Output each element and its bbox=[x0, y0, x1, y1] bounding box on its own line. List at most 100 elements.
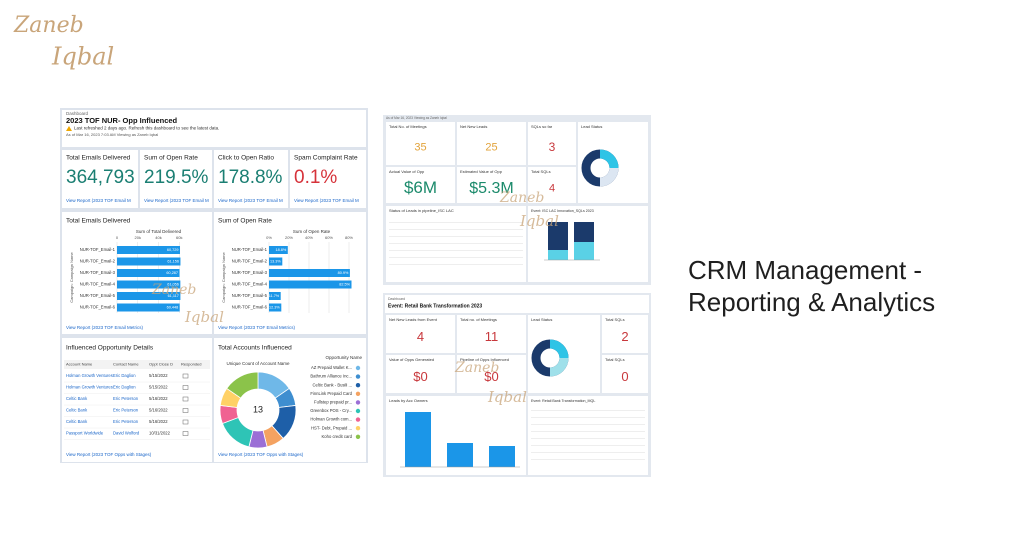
tile-label: Value of Opps Generated bbox=[389, 357, 434, 362]
row-divider bbox=[389, 222, 523, 223]
metric-tile bbox=[386, 355, 455, 393]
table-cell[interactable]: Holman Growth Ventures bbox=[66, 373, 113, 378]
column-header: Account Name bbox=[66, 362, 93, 367]
table-card bbox=[62, 338, 212, 462]
responded-icon bbox=[182, 385, 189, 390]
tile-label: Total SQLs bbox=[531, 169, 551, 174]
bar bbox=[269, 303, 282, 312]
logo-text: Iqbal bbox=[51, 43, 114, 71]
x-tick-label: 0% bbox=[266, 235, 272, 240]
report-link[interactable]: View Report (2023 TOF Email Metrics) bbox=[218, 325, 296, 330]
row-divider bbox=[531, 445, 645, 446]
data-label: 61,056 bbox=[167, 283, 179, 287]
table-cell[interactable]: Eric Peterson bbox=[113, 396, 139, 401]
bar bbox=[269, 280, 352, 289]
category-label: NUR-TOF_Email-1 bbox=[80, 247, 116, 252]
as-of: As of Mar 16, 2023 Viewing as Zaneb Iqba… bbox=[386, 116, 447, 120]
legend-title: Opportunity Name bbox=[325, 355, 362, 360]
metric-tile bbox=[386, 167, 455, 203]
bar bbox=[117, 246, 181, 254]
tile-label: Net New Leads from Event bbox=[389, 317, 438, 322]
metric-tile bbox=[528, 122, 576, 165]
donut-arc bbox=[549, 357, 569, 377]
dashboard-header bbox=[62, 110, 366, 147]
row-divider bbox=[389, 229, 523, 230]
table-cell[interactable]: David Wolford bbox=[113, 431, 140, 436]
category-label: NUR-TOF_Email-3 bbox=[80, 270, 116, 275]
data-label: 12.3% bbox=[269, 306, 280, 310]
report-link[interactable]: View Report (2023 TOF Email M bbox=[294, 198, 359, 203]
watermark: Iqbal bbox=[487, 388, 527, 406]
table-cell: 5/16/2022 bbox=[149, 408, 168, 413]
headline: CRM Management - bbox=[688, 255, 922, 285]
report-link[interactable]: View Report (2023 TOF Email M bbox=[66, 198, 131, 203]
metric-tile bbox=[457, 167, 526, 203]
watermark: Zaneb bbox=[499, 190, 544, 206]
category-label: NUR-TOF_Email-4 bbox=[232, 282, 268, 287]
data-label: 11.7% bbox=[269, 294, 280, 298]
legend-swatch bbox=[355, 365, 361, 371]
table-cell[interactable]: Celtic Bank bbox=[66, 396, 88, 401]
table-cell[interactable]: Passport Worldwide bbox=[66, 431, 104, 436]
metric-label: Sum of Open Rate bbox=[144, 155, 198, 162]
stacked-segment bbox=[574, 242, 594, 260]
column-header: Responded bbox=[181, 362, 201, 367]
metric-label: Click to Open Ratio bbox=[218, 155, 274, 162]
legend-label: FinnLink Prepaid Card bbox=[310, 391, 352, 396]
tile-value: 2 bbox=[621, 329, 628, 344]
donut-arc bbox=[599, 167, 619, 187]
panel-title: Lead Status bbox=[531, 317, 552, 322]
bar bbox=[117, 303, 180, 312]
report-link[interactable]: View Report (2023 TOF Opps with Stages) bbox=[66, 452, 152, 457]
dashboard-title: 2023 TOF NUR- Opp Influenced bbox=[66, 116, 178, 125]
donut-arc bbox=[549, 339, 569, 359]
bar-shape bbox=[405, 412, 431, 467]
metric-card bbox=[290, 150, 366, 208]
responded-icon bbox=[182, 431, 189, 436]
table-cell: 5/15/2022 bbox=[149, 385, 168, 390]
report-link[interactable]: View Report (2023 TOF Email Metrics) bbox=[66, 325, 144, 330]
tile-value: $0 bbox=[413, 369, 427, 384]
tile-value: $6M bbox=[404, 178, 437, 197]
tile-label: Pipeline of Opps Influenced bbox=[460, 357, 509, 362]
report-link[interactable]: View Report (2023 TOF Opps with Stages) bbox=[218, 452, 304, 457]
x-tick-label: 80% bbox=[345, 235, 353, 240]
row-divider bbox=[389, 257, 523, 258]
data-label: 80.9% bbox=[338, 271, 349, 275]
metric-card bbox=[140, 150, 212, 208]
bar-shape bbox=[447, 443, 473, 467]
metric-value: 178.8% bbox=[218, 167, 283, 188]
report-link[interactable]: View Report (2023 TOF Email M bbox=[144, 198, 209, 203]
legend-swatch bbox=[355, 391, 361, 396]
as-of: As of Mar 16, 2023 7:03 AM Viewing as Za… bbox=[66, 132, 158, 137]
metric-tile bbox=[602, 355, 648, 393]
chart-title: Sum of Open Rate bbox=[218, 218, 272, 225]
table-cell[interactable]: Eric Peterson bbox=[113, 419, 139, 424]
legend-swatch bbox=[355, 426, 361, 431]
headline: Reporting & Analytics bbox=[688, 287, 935, 317]
table-cell[interactable]: Eric Peterson bbox=[113, 408, 139, 413]
table-cell[interactable]: Eric Daglion bbox=[113, 385, 136, 390]
row-divider bbox=[531, 452, 645, 453]
table-cell[interactable]: Eric Daglion bbox=[113, 373, 136, 378]
metric-tile bbox=[528, 167, 576, 203]
category-label: NUR-TOF_Email-5 bbox=[232, 293, 268, 298]
chart-title: Total Emails Delivered bbox=[66, 218, 131, 225]
responded-icon bbox=[182, 396, 189, 402]
bar bbox=[269, 257, 283, 266]
report-link[interactable]: View Report (2023 TOF Email M bbox=[218, 198, 283, 203]
legend-label: Koho credit card bbox=[322, 434, 353, 439]
table-cell[interactable]: Holman Growth Ventures bbox=[66, 385, 113, 390]
stacked-segment bbox=[548, 250, 568, 260]
metric-tile bbox=[386, 315, 455, 353]
row-divider bbox=[531, 417, 645, 418]
row-divider bbox=[531, 424, 645, 425]
table-cell[interactable]: Celtic Bank bbox=[66, 408, 88, 413]
row-divider bbox=[389, 243, 523, 244]
tile-label: Actual Value of Opp bbox=[389, 169, 425, 174]
table-cell[interactable]: Celtic Bank bbox=[66, 419, 88, 424]
panel-title: Lead Status bbox=[581, 124, 602, 129]
row-divider bbox=[531, 431, 645, 432]
row-divider bbox=[531, 410, 645, 411]
